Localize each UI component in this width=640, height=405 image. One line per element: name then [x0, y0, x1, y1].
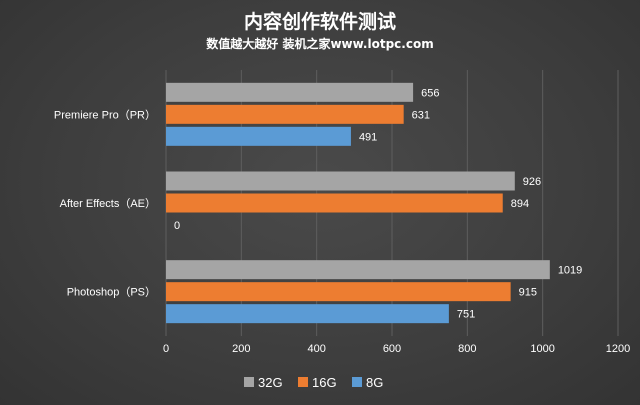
data-label: 631: [412, 109, 430, 121]
x-tick-label: 1000: [530, 343, 554, 355]
x-tick-label: 0: [163, 343, 169, 355]
bar: [166, 260, 550, 280]
data-label: 894: [511, 198, 529, 210]
bar: [166, 126, 351, 146]
data-label: 751: [457, 309, 475, 321]
legend-swatch: [352, 377, 362, 387]
data-label: 915: [519, 287, 537, 299]
data-label: 0: [174, 220, 180, 232]
legend-label: 32G: [258, 375, 283, 390]
category-label: Photoshop（PS）: [67, 286, 156, 299]
category-label: After Effects（AE）: [60, 197, 156, 210]
data-label: 1019: [558, 265, 582, 277]
x-axis-ticks: 0 200 400 600 800 1000 1200: [163, 343, 630, 355]
x-tick-label: 600: [383, 343, 401, 355]
bar: [166, 104, 404, 124]
data-label: 656: [421, 87, 439, 99]
x-tick-label: 800: [458, 343, 476, 355]
bar: [166, 171, 515, 191]
bars: 656 631 491 926 894 0 1019 915 751: [166, 82, 582, 324]
category-labels: Premiere Pro（PR） After Effects（AE） Photosh…: [54, 108, 156, 298]
x-tick-label: 400: [307, 343, 325, 355]
data-label: 491: [359, 131, 377, 143]
chart-subtitle: 数值越大越好 装机之家www.lotpc.com: [206, 36, 433, 51]
bar: [166, 193, 503, 213]
legend-label: 8G: [366, 375, 383, 390]
legend-swatch: [244, 377, 254, 387]
data-label: 926: [523, 176, 541, 188]
chart-title: 内容创作软件测试: [244, 10, 396, 33]
legend: 32G 16G 8G: [244, 375, 383, 390]
bar: [166, 82, 414, 102]
category-label: Premiere Pro（PR）: [54, 108, 156, 121]
legend-swatch: [298, 377, 308, 387]
bar: [166, 282, 511, 302]
legend-label: 16G: [312, 375, 337, 390]
bar: [166, 304, 449, 324]
x-tick-label: 200: [232, 343, 250, 355]
x-tick-label: 1200: [606, 343, 630, 355]
